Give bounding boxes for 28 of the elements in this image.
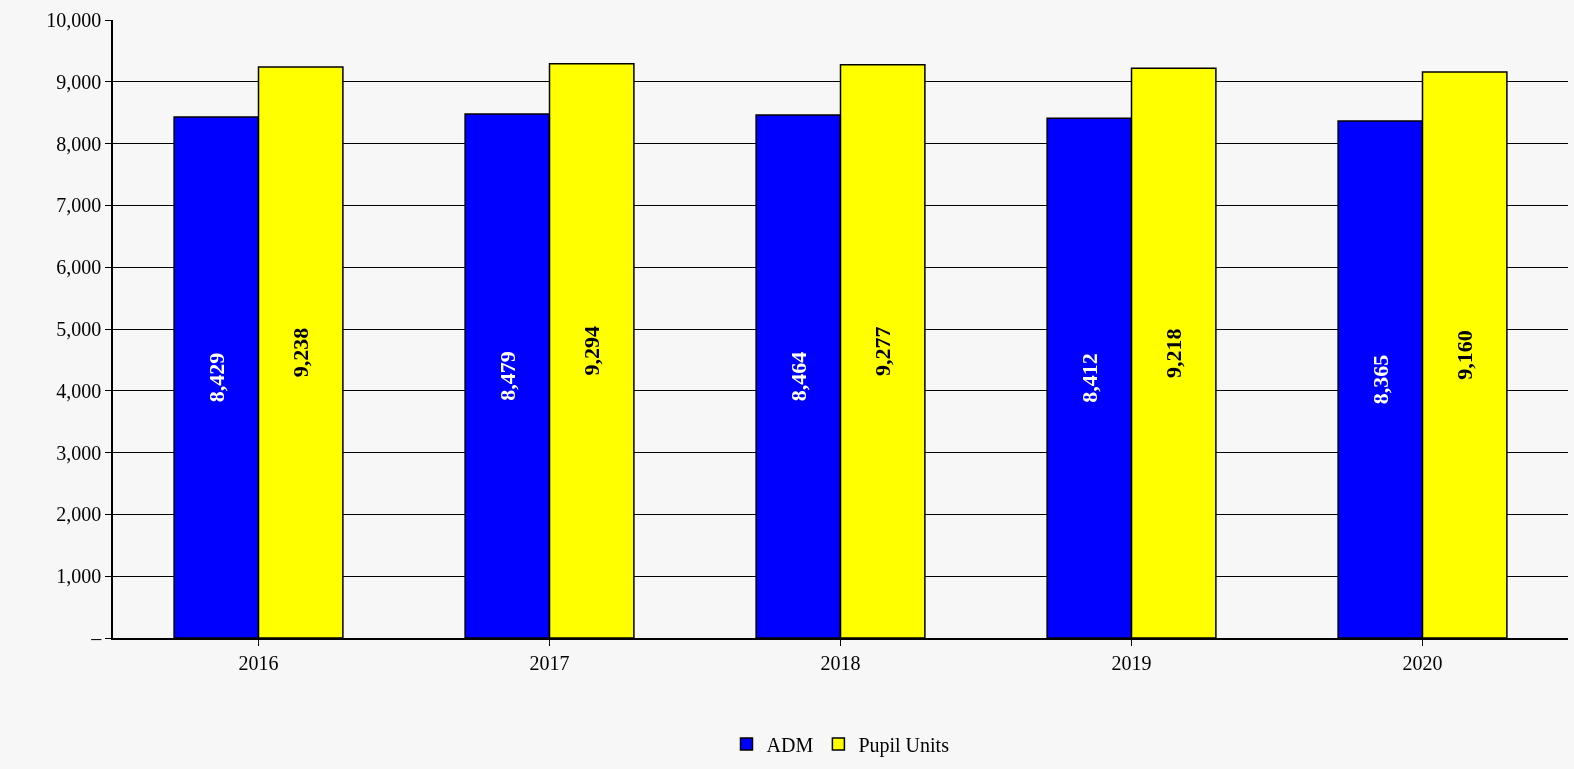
legend-label: ADM [766,733,814,756]
y-tick-label: 10,000 [46,9,102,31]
data-label: 8,365 [1367,354,1393,405]
y-tick-label: 5,000 [56,318,102,340]
x-tick-label: 2020 [1402,651,1443,674]
y-tick-label: 9,000 [56,70,102,93]
y-tick-label: – [90,627,103,649]
y-tick-label: 2,000 [56,503,102,526]
x-tick-label: 2018 [820,651,861,674]
data-label: 9,160 [1452,330,1478,380]
data-label: 8,464 [785,351,811,402]
x-tick-label: 2017 [529,651,570,674]
y-tick-label: 7,000 [56,194,102,217]
x-tick-label: 2019 [1111,651,1152,674]
legend-label: Pupil Units [858,733,950,757]
data-label: 9,218 [1161,328,1187,378]
y-tick-label: 4,000 [56,379,102,402]
data-label: 9,277 [870,326,896,377]
data-label: 9,238 [288,327,314,378]
y-tick-label: 3,000 [56,441,102,464]
data-label: 8,429 [203,352,229,403]
data-label: 8,412 [1076,353,1102,403]
y-tick-label: 1,000 [56,565,102,588]
y-tick-label: 6,000 [56,256,102,279]
data-label: 8,479 [494,351,520,401]
data-label: 9,294 [579,326,605,376]
y-tick-label: 8,000 [56,132,102,155]
x-tick-label: 2016 [238,651,279,674]
